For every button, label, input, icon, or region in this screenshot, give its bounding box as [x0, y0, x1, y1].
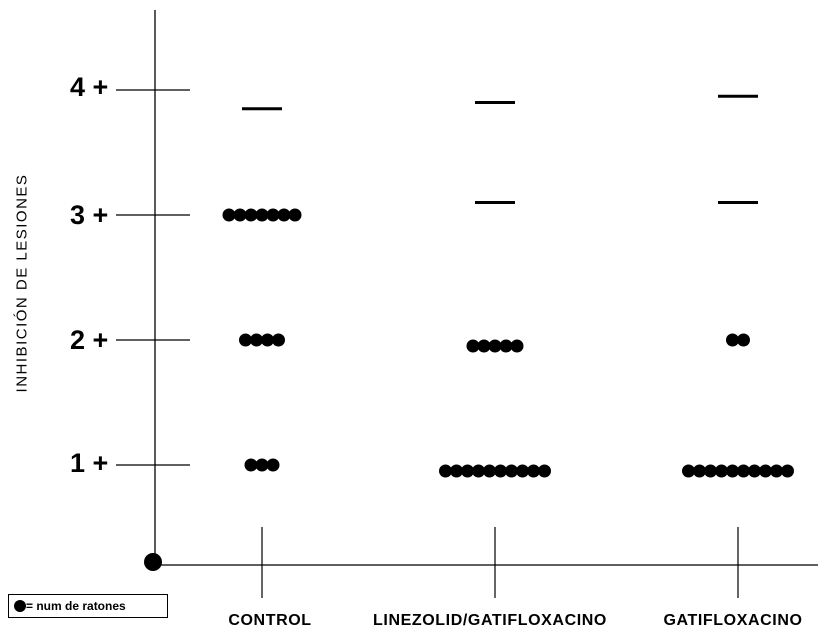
data-point-s3-y2-1: [726, 333, 739, 347]
data-point-s1-y3-2: [233, 208, 247, 222]
data-point-s2-y2-4: [499, 339, 513, 353]
data-point-s1-y2-4: [272, 333, 285, 347]
data-point-s3-y1-3: [704, 464, 717, 478]
data-point-s3-y1-5: [726, 464, 739, 478]
legend-label: = num de ratones: [26, 599, 126, 613]
data-point-s2-y1-7: [505, 464, 518, 478]
x-category-gatifloxacino: GATIFLOXACINO: [663, 612, 803, 629]
data-point-s2-y1-1: [439, 464, 452, 478]
data-point-s1-y3-3: [244, 208, 258, 222]
data-point-s1-y1-3: [266, 458, 280, 472]
data-point-s1-y2-3: [261, 333, 274, 347]
x-category-linezolid-gatifloxacino: LINEZOLID/GATIFLOXACINO: [373, 612, 607, 629]
data-point-s3-y1-9: [770, 464, 783, 478]
data-point-s2-y2-2: [477, 339, 491, 353]
data-point-s2-y1-3: [461, 464, 474, 478]
data-point-s2-y1-5: [483, 464, 496, 478]
y-axis-label-text: INHIBICIÓN DE LESIONES: [13, 173, 31, 393]
data-point-s1-y3-5: [266, 208, 280, 222]
data-point-s1-y3-4: [255, 208, 269, 222]
data-point-s3-y2-2: [737, 333, 750, 347]
data-point-s2-y1-2: [450, 464, 463, 478]
x-category-control: CONTROL: [228, 612, 312, 629]
origin-dot: [144, 553, 162, 571]
data-point-s2-y2-1: [466, 339, 480, 353]
data-point-s1-y2-2: [250, 333, 263, 347]
y-tick-4: 4 +: [70, 72, 109, 102]
data-point-s3-y1-1: [682, 464, 695, 478]
y-tick-2: 2 +: [70, 325, 109, 355]
data-point-s1-y2-1: [239, 333, 252, 347]
data-point-s3-y1-10: [781, 464, 794, 478]
data-point-s2-y1-4: [472, 464, 485, 478]
data-point-s2-y2-5: [510, 339, 524, 353]
y-axis-label: INHIBICIÓN DE LESIONES: [10, 0, 34, 636]
data-point-s2-y1-6: [494, 464, 507, 478]
data-point-s3-y1-8: [759, 464, 772, 478]
data-point-s3-y1-4: [715, 464, 728, 478]
data-point-s2-y1-8: [516, 464, 529, 478]
data-point-s3-y1-2: [693, 464, 706, 478]
legend-dot-icon: [14, 600, 26, 612]
data-point-s1-y1-2: [255, 458, 269, 472]
data-point-s2-y1-10: [538, 464, 551, 478]
data-point-s3-y1-6: [737, 464, 750, 478]
data-point-s1-y1-1: [244, 458, 258, 472]
y-tick-3: 3 +: [70, 200, 109, 230]
legend: = num de ratones: [8, 594, 168, 618]
data-point-s1-y3-1: [222, 208, 236, 222]
data-point-s3-y1-7: [748, 464, 761, 478]
data-point-s2-y2-3: [488, 339, 502, 353]
data-point-s1-y3-6: [277, 208, 291, 222]
data-point-s2-y1-9: [527, 464, 540, 478]
data-point-s1-y3-7: [288, 208, 302, 222]
y-tick-1: 1 +: [70, 448, 109, 478]
